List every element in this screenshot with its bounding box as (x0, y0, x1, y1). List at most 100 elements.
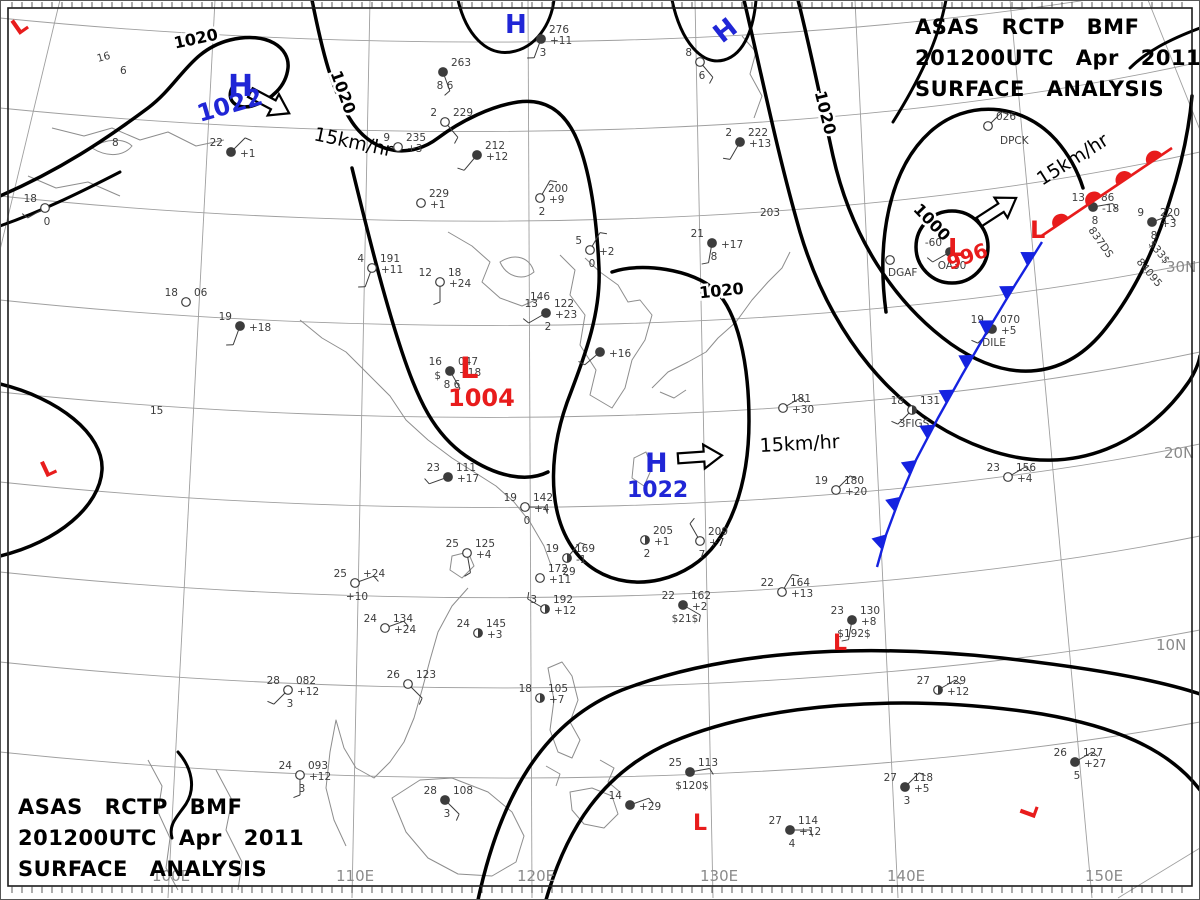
pressure-center-value: 1022 (627, 478, 688, 503)
station-plot: 4 191+11 (357, 253, 403, 288)
isobar (476, 648, 1200, 900)
station-value: 181 (791, 393, 811, 405)
station-plot: 18 06 (165, 287, 208, 307)
station-circle (380, 623, 390, 633)
station-circle (885, 255, 895, 265)
station-value: 22 (210, 137, 223, 149)
station-plot: 27 129+12 (917, 675, 970, 698)
station-value: $192$ (837, 628, 870, 640)
wind-barb-tick (809, 829, 814, 837)
station-value: 06 (194, 287, 208, 299)
longitude-line (351, 0, 371, 899)
wind-barb-tick (1170, 214, 1176, 221)
station-value: 235 (406, 132, 426, 144)
longitude-line (854, 0, 899, 899)
isobar (1128, 26, 1200, 70)
station-value: 19 (219, 311, 232, 323)
station-plot: 5 +20 (575, 232, 614, 270)
cold-front-triangle (978, 320, 994, 335)
coastline (391, 777, 525, 877)
wind-barb-tick (1025, 466, 1032, 472)
latitude-line (0, 351, 1200, 418)
station-plot: 200+92 (535, 180, 568, 218)
wind-barb-tick (527, 592, 530, 600)
station-plot: 27 118+53 (884, 772, 933, 807)
station-circle (235, 321, 245, 331)
station-circle (472, 150, 482, 160)
cold-front-triangle (919, 424, 935, 439)
station-circle-half (645, 535, 650, 545)
station-value: 6 (699, 70, 706, 82)
station-value: 24 (364, 613, 378, 625)
coastline (545, 765, 561, 787)
station-plot: 19 +18 (219, 311, 271, 346)
station-circle (1147, 217, 1157, 227)
station-circle (1003, 472, 1013, 482)
station-value: +12 (799, 826, 821, 838)
station-plot: 12 18+24 (419, 267, 471, 306)
pressure-center-letter: L (37, 455, 60, 484)
cold-front-triangle (938, 389, 954, 404)
station-value: 5 (575, 235, 582, 247)
station-value: 22 (662, 590, 675, 602)
wind-barb-tick (455, 388, 461, 395)
station-value: +12 (486, 151, 508, 163)
station-value: 191 (380, 253, 400, 265)
station-value: +2 (692, 601, 707, 613)
station-value: +10 (346, 591, 368, 603)
station-value: 118 (913, 772, 933, 784)
wind-barb-tick (578, 361, 585, 366)
isobar-value-label: 1020 (811, 89, 840, 137)
station-circle (678, 600, 688, 610)
wind-barb-tick (579, 542, 587, 546)
station-value: 14 (609, 790, 623, 802)
station-plot: 25 113 $120$ (669, 757, 718, 792)
station-circle (40, 203, 50, 213)
station-value: 108 (453, 785, 473, 797)
isobar-closed (914, 209, 990, 285)
station-value: 122 (554, 298, 574, 310)
map-text: 15 (150, 405, 163, 417)
station-value: 8 6 (444, 379, 461, 391)
isobar (0, 35, 290, 198)
latitude-line (0, 535, 1200, 599)
station-plot: 9 235+3 (383, 132, 426, 155)
station-value: 134 (393, 613, 413, 625)
station-value: 9 (383, 132, 390, 144)
latitude-line (0, 151, 1200, 222)
station-value: 19 (504, 492, 517, 504)
station-value: 22 (761, 577, 774, 589)
station-plot: 2 229 (430, 107, 473, 144)
station-plot: -60 OA30 (925, 237, 966, 272)
map-text: 8 (112, 137, 119, 149)
station-value: +5 (1001, 325, 1016, 337)
wind-barb-tick (373, 575, 379, 582)
station-circle (226, 147, 236, 157)
isobar (891, 0, 948, 124)
wind-barb-tick (1092, 751, 1099, 757)
station-value: 13 (1072, 192, 1085, 204)
station-value: +24 (449, 278, 471, 290)
station-circle (831, 485, 841, 495)
movement-arrow-icon (246, 86, 291, 117)
pressure-center-letter: H (505, 10, 527, 40)
station-plot: 26 127+275 (1054, 747, 1107, 782)
longitude-label: 110E (336, 867, 374, 885)
longitude-line (1009, 0, 1093, 899)
station-value: -1 (576, 554, 586, 566)
station-value: 082 (296, 675, 316, 687)
station-value: +2 (599, 246, 614, 258)
wind-barb-tick (971, 339, 979, 344)
wind-barb-tick (648, 797, 654, 804)
station-value: +12 (309, 771, 331, 783)
movement-speed-label: 15km/hr (759, 431, 840, 457)
wind-barb-tick (549, 180, 557, 183)
station-value: +4 (476, 549, 492, 561)
station-value: +7 (549, 694, 564, 706)
pressure-center-letter: H (645, 448, 668, 479)
movement-arrows: 15km/hr 15km/hr 15km/hr (246, 86, 1113, 471)
station-value: 3 (444, 808, 451, 820)
station-value: 276 (549, 24, 569, 36)
station-plot: 18 105+7 (519, 683, 568, 706)
wind-barb-tick (849, 475, 857, 480)
